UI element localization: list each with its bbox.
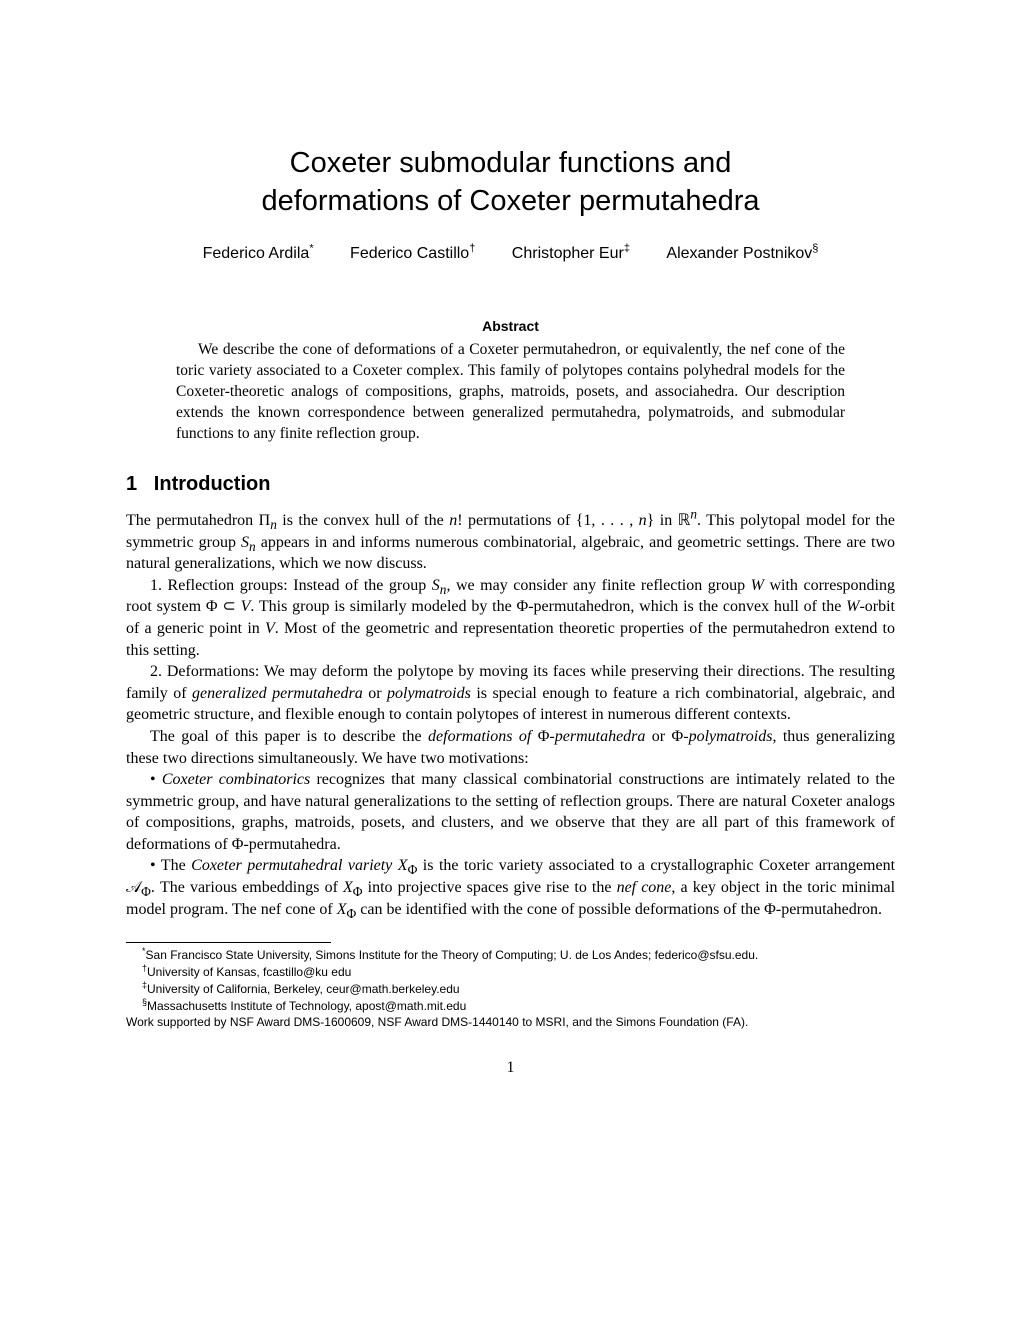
author-4-name: Alexander Postnikov bbox=[666, 245, 812, 262]
paragraph-5: • Coxeter combinatorics recognizes that … bbox=[126, 769, 895, 855]
body-text: The permutahedron Πn is the convex hull … bbox=[126, 510, 895, 920]
paragraph-2: 1. Reflection groups: Instead of the gro… bbox=[126, 575, 895, 661]
section-number: 1 bbox=[126, 473, 137, 495]
paragraph-4: The goal of this paper is to describe th… bbox=[126, 726, 895, 769]
footnote-2: †University of Kansas, fcastillo@ku edu bbox=[126, 964, 895, 981]
paragraph-1: The permutahedron Πn is the convex hull … bbox=[126, 510, 895, 575]
page: Coxeter submodular functions and deforma… bbox=[0, 0, 1020, 1137]
abstract-text: We describe the cone of deformations of … bbox=[176, 341, 845, 442]
footnote-1: *San Francisco State University, Simons … bbox=[126, 947, 895, 964]
author-2: Federico Castillo† bbox=[350, 245, 475, 263]
author-2-mark: † bbox=[469, 243, 475, 255]
footnote-3: ‡University of California, Berkeley, ceu… bbox=[126, 981, 895, 998]
author-4: Alexander Postnikov§ bbox=[666, 245, 818, 263]
title-line-2: deformations of Coxeter permutahedra bbox=[261, 185, 759, 217]
abstract-body: We describe the cone of deformations of … bbox=[176, 340, 845, 445]
title-line-1: Coxeter submodular functions and bbox=[290, 147, 732, 179]
author-line: Federico Ardila* Federico Castillo† Chri… bbox=[126, 245, 895, 263]
author-1-name: Federico Ardila bbox=[203, 245, 310, 262]
paper-title: Coxeter submodular functions and deforma… bbox=[126, 145, 895, 220]
section-1-heading: 1 Introduction bbox=[126, 473, 895, 496]
footnote-4: §Massachusetts Institute of Technology, … bbox=[126, 998, 895, 1015]
author-2-name: Federico Castillo bbox=[350, 245, 469, 262]
footnotes: *San Francisco State University, Simons … bbox=[126, 947, 895, 1031]
footnote-rule bbox=[126, 942, 331, 943]
author-3-name: Christopher Eur bbox=[512, 245, 624, 262]
author-1: Federico Ardila* bbox=[203, 245, 314, 263]
paragraph-3: 2. Deformations: We may deform the polyt… bbox=[126, 661, 895, 726]
author-3: Christopher Eur‡ bbox=[512, 245, 630, 263]
author-1-mark: * bbox=[309, 243, 313, 255]
author-4-mark: § bbox=[812, 243, 818, 255]
footnote-5: Work supported by NSF Award DMS-1600609,… bbox=[126, 1014, 895, 1031]
abstract-heading: Abstract bbox=[126, 318, 895, 334]
paragraph-6: • The Coxeter permutahedral variety XΦ i… bbox=[126, 855, 895, 920]
page-number: 1 bbox=[126, 1059, 895, 1077]
section-title: Introduction bbox=[154, 473, 271, 495]
author-3-mark: ‡ bbox=[624, 243, 630, 255]
